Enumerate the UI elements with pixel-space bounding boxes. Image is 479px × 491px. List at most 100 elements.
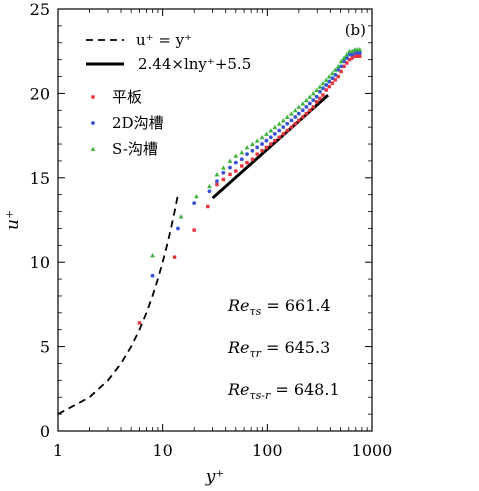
legend: u⁺ = y⁺ 2.44×lny⁺+5.5 平板 2D沟槽 S-沟槽 — [86, 31, 251, 158]
groove-s-point — [344, 52, 350, 57]
flat-plate-point — [311, 105, 316, 109]
reynolds-symbol: Re — [227, 338, 250, 357]
flat-plate-point — [339, 69, 343, 74]
groove-s-point — [326, 74, 332, 79]
groove-2d-point — [272, 132, 277, 136]
plot-frame — [57, 8, 373, 432]
groove-s-point — [239, 150, 245, 155]
flat-plate-point — [314, 100, 319, 104]
flat-plate-point — [264, 145, 269, 150]
reynolds-subscript: τs-r — [250, 389, 271, 402]
groove-2d-point — [327, 79, 332, 84]
y-tick-label: 0 — [40, 422, 50, 441]
legend-log-label: 2.44×lny⁺+5.5 — [138, 55, 251, 73]
flat-plate-point — [277, 135, 281, 139]
groove-s-point — [296, 104, 302, 109]
flat-plate-point — [327, 84, 331, 89]
flat-plate-point — [301, 115, 305, 119]
reynolds-value: = 645.3 — [261, 338, 330, 357]
groove-2d-point — [324, 83, 329, 87]
groove-2d-point — [215, 179, 219, 184]
groove-2d-point — [289, 118, 294, 123]
flat-plate-point — [245, 160, 249, 165]
groove-2d-point — [268, 135, 273, 140]
groove-s-point — [268, 128, 274, 133]
legend-linear-label: u⁺ = y⁺ — [136, 31, 192, 49]
groove-s-point — [178, 214, 184, 219]
flat-plate-point — [321, 93, 325, 97]
groove-2d-point — [264, 138, 269, 143]
flat-plate-point — [318, 96, 322, 101]
groove-s-point — [214, 172, 220, 177]
groove-2d-point — [250, 148, 255, 153]
groove-s-point — [220, 165, 226, 170]
groove-s-point — [259, 134, 265, 140]
legend-2d-groove-marker — [91, 121, 95, 125]
flat-plate-point — [137, 321, 142, 325]
groove-s-point — [250, 141, 255, 146]
groove-s-point — [329, 70, 335, 76]
groove-s-point — [244, 145, 250, 150]
flat-plate-point — [336, 74, 340, 79]
groove-s-point — [289, 111, 294, 116]
legend-s-groove-marker — [90, 146, 96, 151]
groove-2d-point — [176, 226, 180, 231]
flat-plate-point — [234, 169, 238, 173]
groove-2d-point — [330, 76, 335, 81]
flat-plate-point — [215, 182, 219, 187]
panel-label: (b) — [345, 21, 366, 39]
flat-plate-point — [172, 255, 177, 259]
groove-s-point — [284, 114, 290, 119]
groove-2d-point — [300, 108, 305, 113]
groove-2d-point — [277, 128, 282, 133]
groove-s-point — [254, 138, 260, 143]
flat-plate-point — [192, 228, 196, 232]
y-tick-label: 25 — [30, 0, 50, 19]
flat-plate-point — [206, 204, 210, 209]
groove-2d-point — [321, 86, 325, 91]
flat-plate-point — [342, 64, 346, 69]
groove-s-point — [264, 131, 269, 136]
groove-s-point — [357, 47, 363, 52]
re-tau-r-annotation: Reτr = 645.3 — [227, 338, 330, 360]
flat-plate-point — [347, 57, 352, 62]
legend-2d-groove-label: 2D沟槽 — [112, 114, 164, 132]
groove-s-point — [307, 94, 313, 99]
groove-s-point — [300, 101, 306, 106]
groove-2d-point — [293, 115, 298, 119]
flat-plate-point — [350, 56, 354, 60]
groove-s-point — [332, 67, 338, 72]
flat-plate-point — [240, 164, 244, 168]
groove-2d-point — [192, 201, 197, 206]
y-tick-label: 5 — [40, 338, 50, 357]
flat-plate-point — [289, 125, 294, 129]
groove-2d-point — [228, 165, 232, 170]
reynolds-symbol: Re — [227, 296, 250, 315]
flat-plate-point — [285, 128, 289, 133]
flat-plate-point — [260, 149, 264, 153]
legend-s-groove-label: S-沟槽 — [112, 140, 158, 158]
groove-s-point — [317, 84, 323, 89]
groove-s-point — [276, 121, 282, 126]
groove-2d-point — [296, 111, 301, 116]
groove-2d-point — [285, 121, 290, 126]
re-tau-s-r-annotation: Reτs-r = 648.1 — [227, 380, 340, 402]
groove-s-point — [303, 97, 309, 103]
groove-2d-point — [318, 89, 322, 94]
groove-2d-point — [304, 105, 309, 109]
flat-plate-point — [324, 88, 328, 92]
groove-s-point — [272, 124, 278, 130]
flat-plate-point — [345, 61, 349, 65]
flat-plate-point — [330, 81, 335, 85]
y-tick-label: 20 — [30, 84, 50, 103]
groove-2d-point — [221, 170, 226, 175]
reynolds-value: = 648.1 — [270, 380, 339, 399]
flat-plate-point — [304, 111, 309, 116]
reynolds-symbol: Re — [227, 380, 250, 399]
x-tick-label: 10 — [152, 441, 172, 460]
groove-s-point — [310, 91, 316, 96]
groove-s-point — [227, 158, 233, 163]
flat-plate-point — [355, 54, 360, 58]
y-axis-ticks: 0 5 10 15 20 25 — [30, 0, 372, 441]
